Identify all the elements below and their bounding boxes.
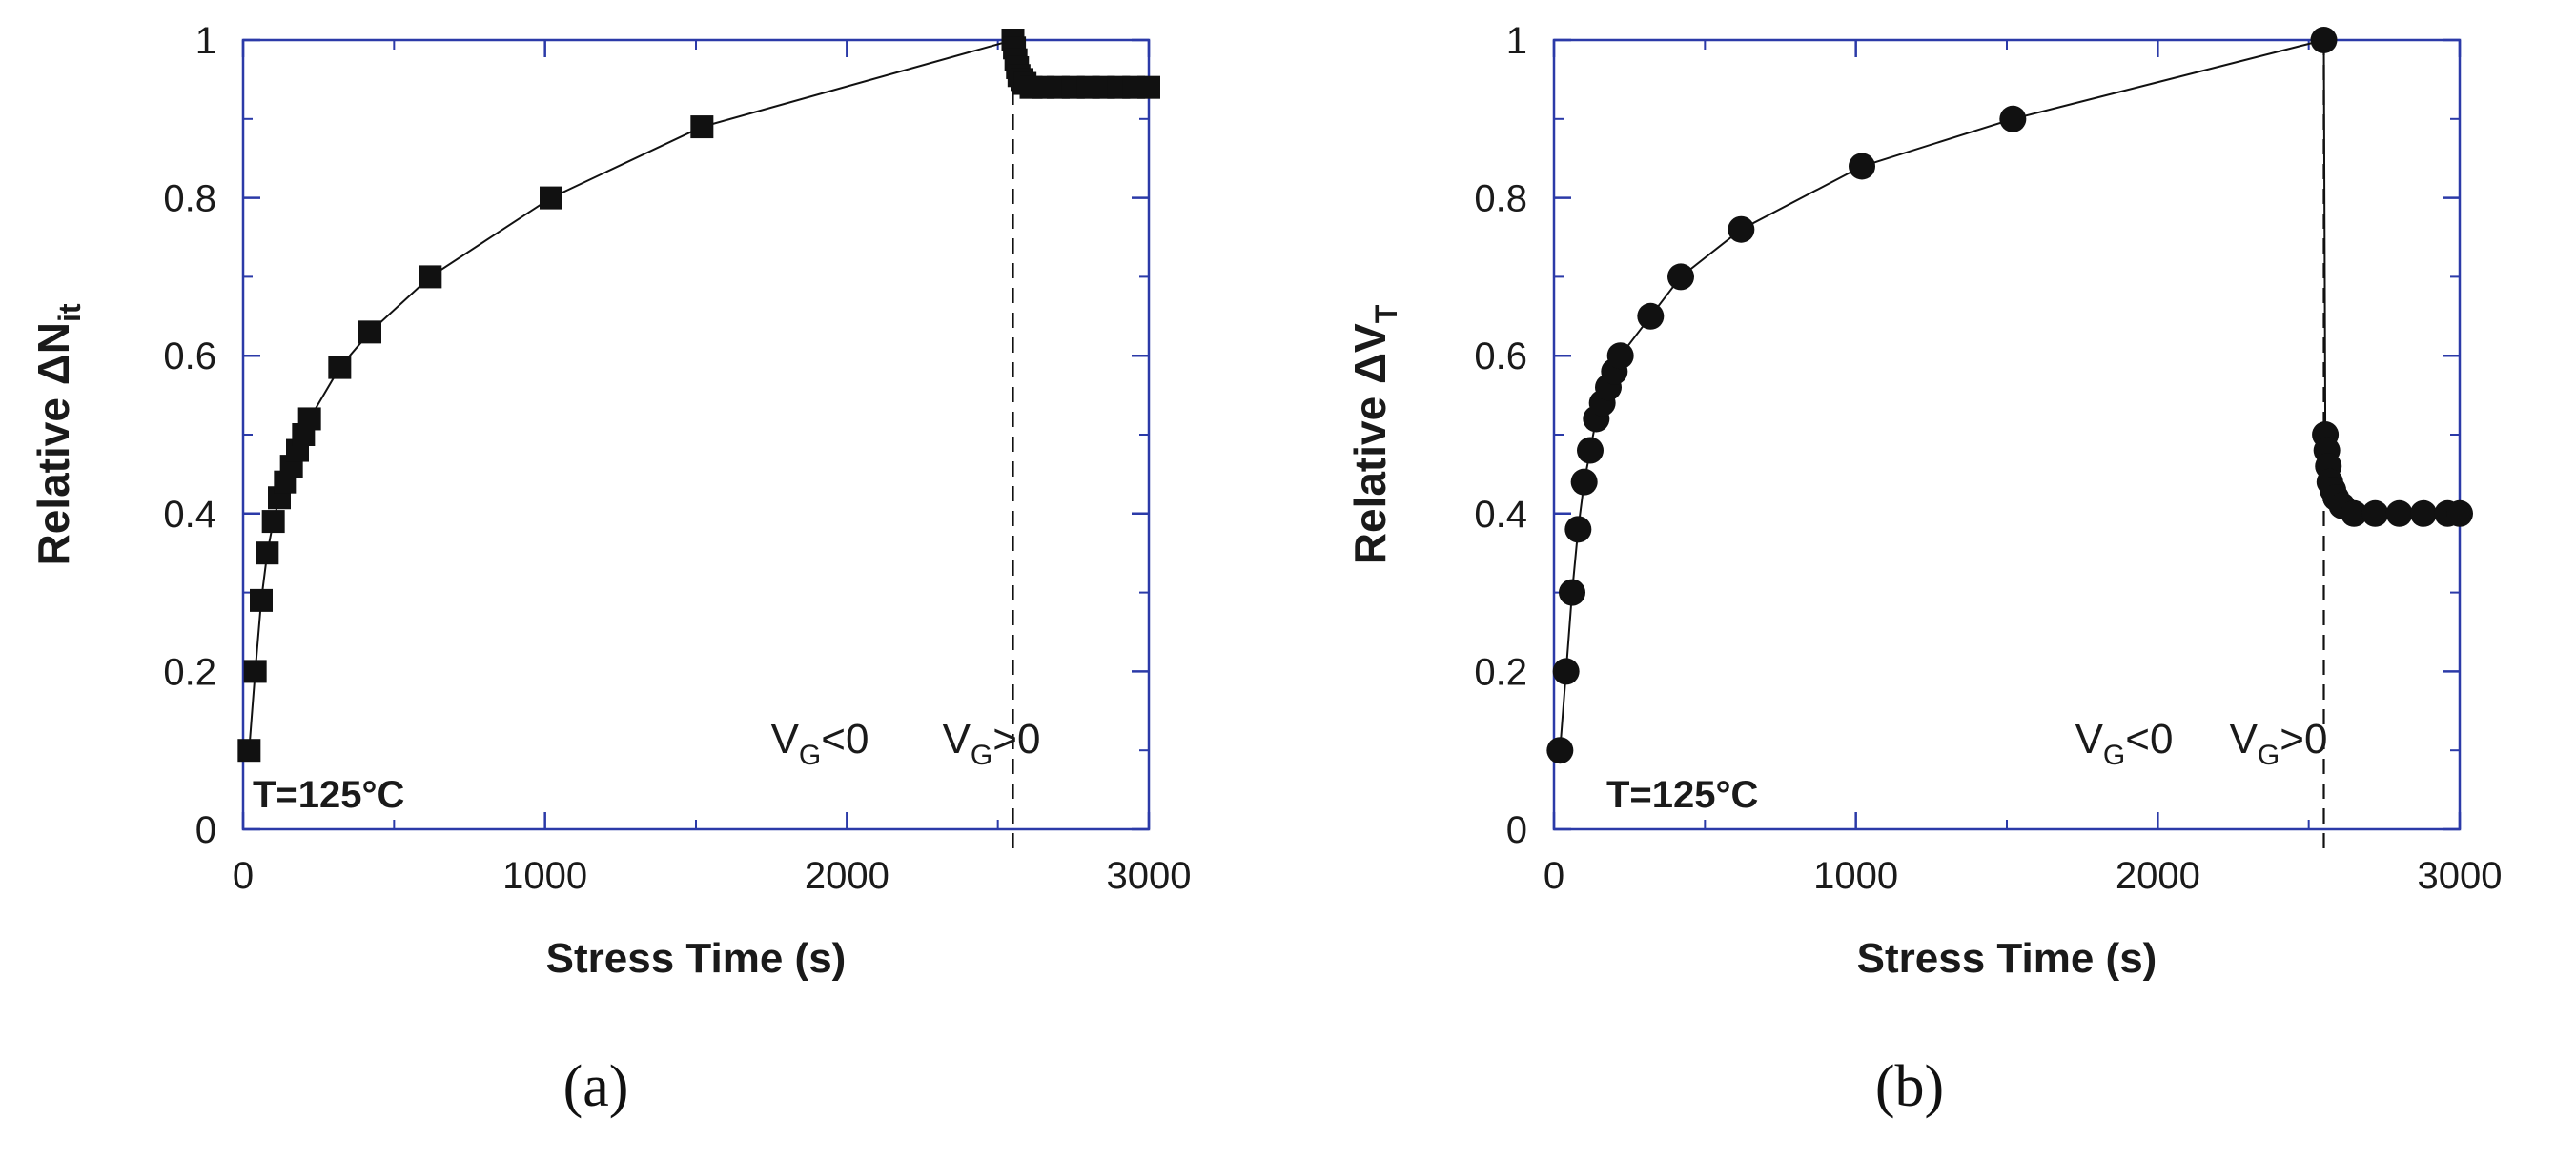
data-point-circle (1577, 437, 1604, 464)
region-label-main: V (943, 716, 971, 763)
region-label-rest: >0 (2280, 716, 2327, 763)
data-point-circle (1552, 658, 1580, 685)
y-axis-title-main: Relative ΔV (1345, 323, 1395, 564)
data-point-square (243, 660, 267, 683)
data-point-circle (2385, 499, 2413, 527)
data-point-square (237, 739, 261, 763)
data-point-circle (1667, 263, 1694, 291)
y-axis-title-subscript: it (52, 303, 87, 322)
y-axis-title: Relative ΔNit (29, 303, 87, 565)
x-tick-label: 0 (233, 855, 254, 897)
y-tick-label: 1 (1506, 20, 1527, 62)
panel-label: (b) (1875, 1054, 1944, 1119)
y-tick-label: 0.8 (1474, 178, 1527, 220)
region-label-subscript: G (799, 740, 821, 771)
data-point-square (690, 115, 714, 139)
data-point-square (328, 356, 352, 379)
data-point-circle (1546, 737, 1574, 764)
data-point-square (540, 186, 562, 210)
x-axis-title: Stress Time (s) (1857, 935, 2157, 982)
temperature-annotation: T=125°C (253, 774, 404, 816)
data-point-square (1137, 75, 1160, 99)
region-label-rest: >0 (992, 716, 1040, 763)
y-tick-label: 0.6 (163, 336, 216, 377)
y-tick-label: 0 (1506, 809, 1527, 851)
data-point-square (256, 541, 279, 565)
data-point-circle (1728, 215, 1755, 243)
x-tick-label: 2000 (2116, 855, 2200, 897)
y-tick-label: 0.6 (1474, 336, 1527, 377)
data-point-circle (1999, 105, 2027, 132)
data-point-square (358, 320, 381, 344)
region-label-negative-bias: VG<0 (771, 716, 869, 771)
data-point-circle (1606, 342, 1634, 370)
x-tick-label: 2000 (805, 855, 889, 897)
data-point-circle (1564, 516, 1592, 543)
data-point-circle (1849, 153, 1875, 180)
data-point-circle (2341, 499, 2368, 527)
data-point-circle (1559, 579, 1585, 606)
panel-label: (a) (563, 1054, 629, 1119)
y-axis-title: Relative ΔVT (1345, 304, 1403, 564)
data-point-square (297, 407, 321, 431)
region-label-subscript: G (971, 740, 992, 771)
y-tick-label: 0.4 (163, 494, 216, 536)
x-tick-label: 0 (1544, 855, 1564, 897)
data-point-square (250, 588, 273, 612)
data-point-circle (2310, 27, 2338, 53)
x-tick-label: 1000 (502, 855, 587, 897)
x-tick-label: 1000 (1813, 855, 1898, 897)
y-axis-title-subscript: T (1369, 304, 1403, 323)
y-axis-title-main: Relative ΔN (29, 322, 78, 566)
region-label-main: V (771, 716, 800, 763)
y-tick-label: 0.2 (1474, 651, 1527, 693)
region-label-rest: <0 (2125, 716, 2173, 763)
data-point-square (419, 265, 442, 289)
region-label-main: V (2230, 716, 2259, 763)
x-axis-title: Stress Time (s) (546, 935, 847, 982)
y-tick-label: 0.4 (1474, 494, 1527, 536)
y-tick-label: 0.2 (163, 651, 216, 693)
y-tick-label: 1 (195, 20, 216, 62)
y-tick-label: 0 (195, 809, 216, 851)
data-point-circle (1637, 302, 1665, 330)
region-label-subscript: G (2258, 740, 2280, 771)
x-tick-label: 3000 (1107, 855, 1192, 897)
temperature-annotation: T=125°C (1606, 774, 1758, 816)
data-point-circle (1570, 468, 1598, 496)
data-point-circle (2446, 499, 2473, 527)
region-label-rest: <0 (821, 716, 869, 763)
region-label-subscript: G (2103, 740, 2125, 771)
region-label-positive-bias: VG>0 (943, 716, 1041, 771)
y-tick-label: 0.8 (163, 178, 216, 220)
region-label-main: V (2075, 716, 2104, 763)
region-label-positive-bias: VG>0 (2230, 716, 2328, 771)
data-point-square (261, 510, 285, 534)
region-label-negative-bias: VG<0 (2075, 716, 2174, 771)
x-tick-label: 3000 (2418, 855, 2503, 897)
data-point-circle (2361, 499, 2389, 527)
data-point-circle (2410, 499, 2437, 527)
